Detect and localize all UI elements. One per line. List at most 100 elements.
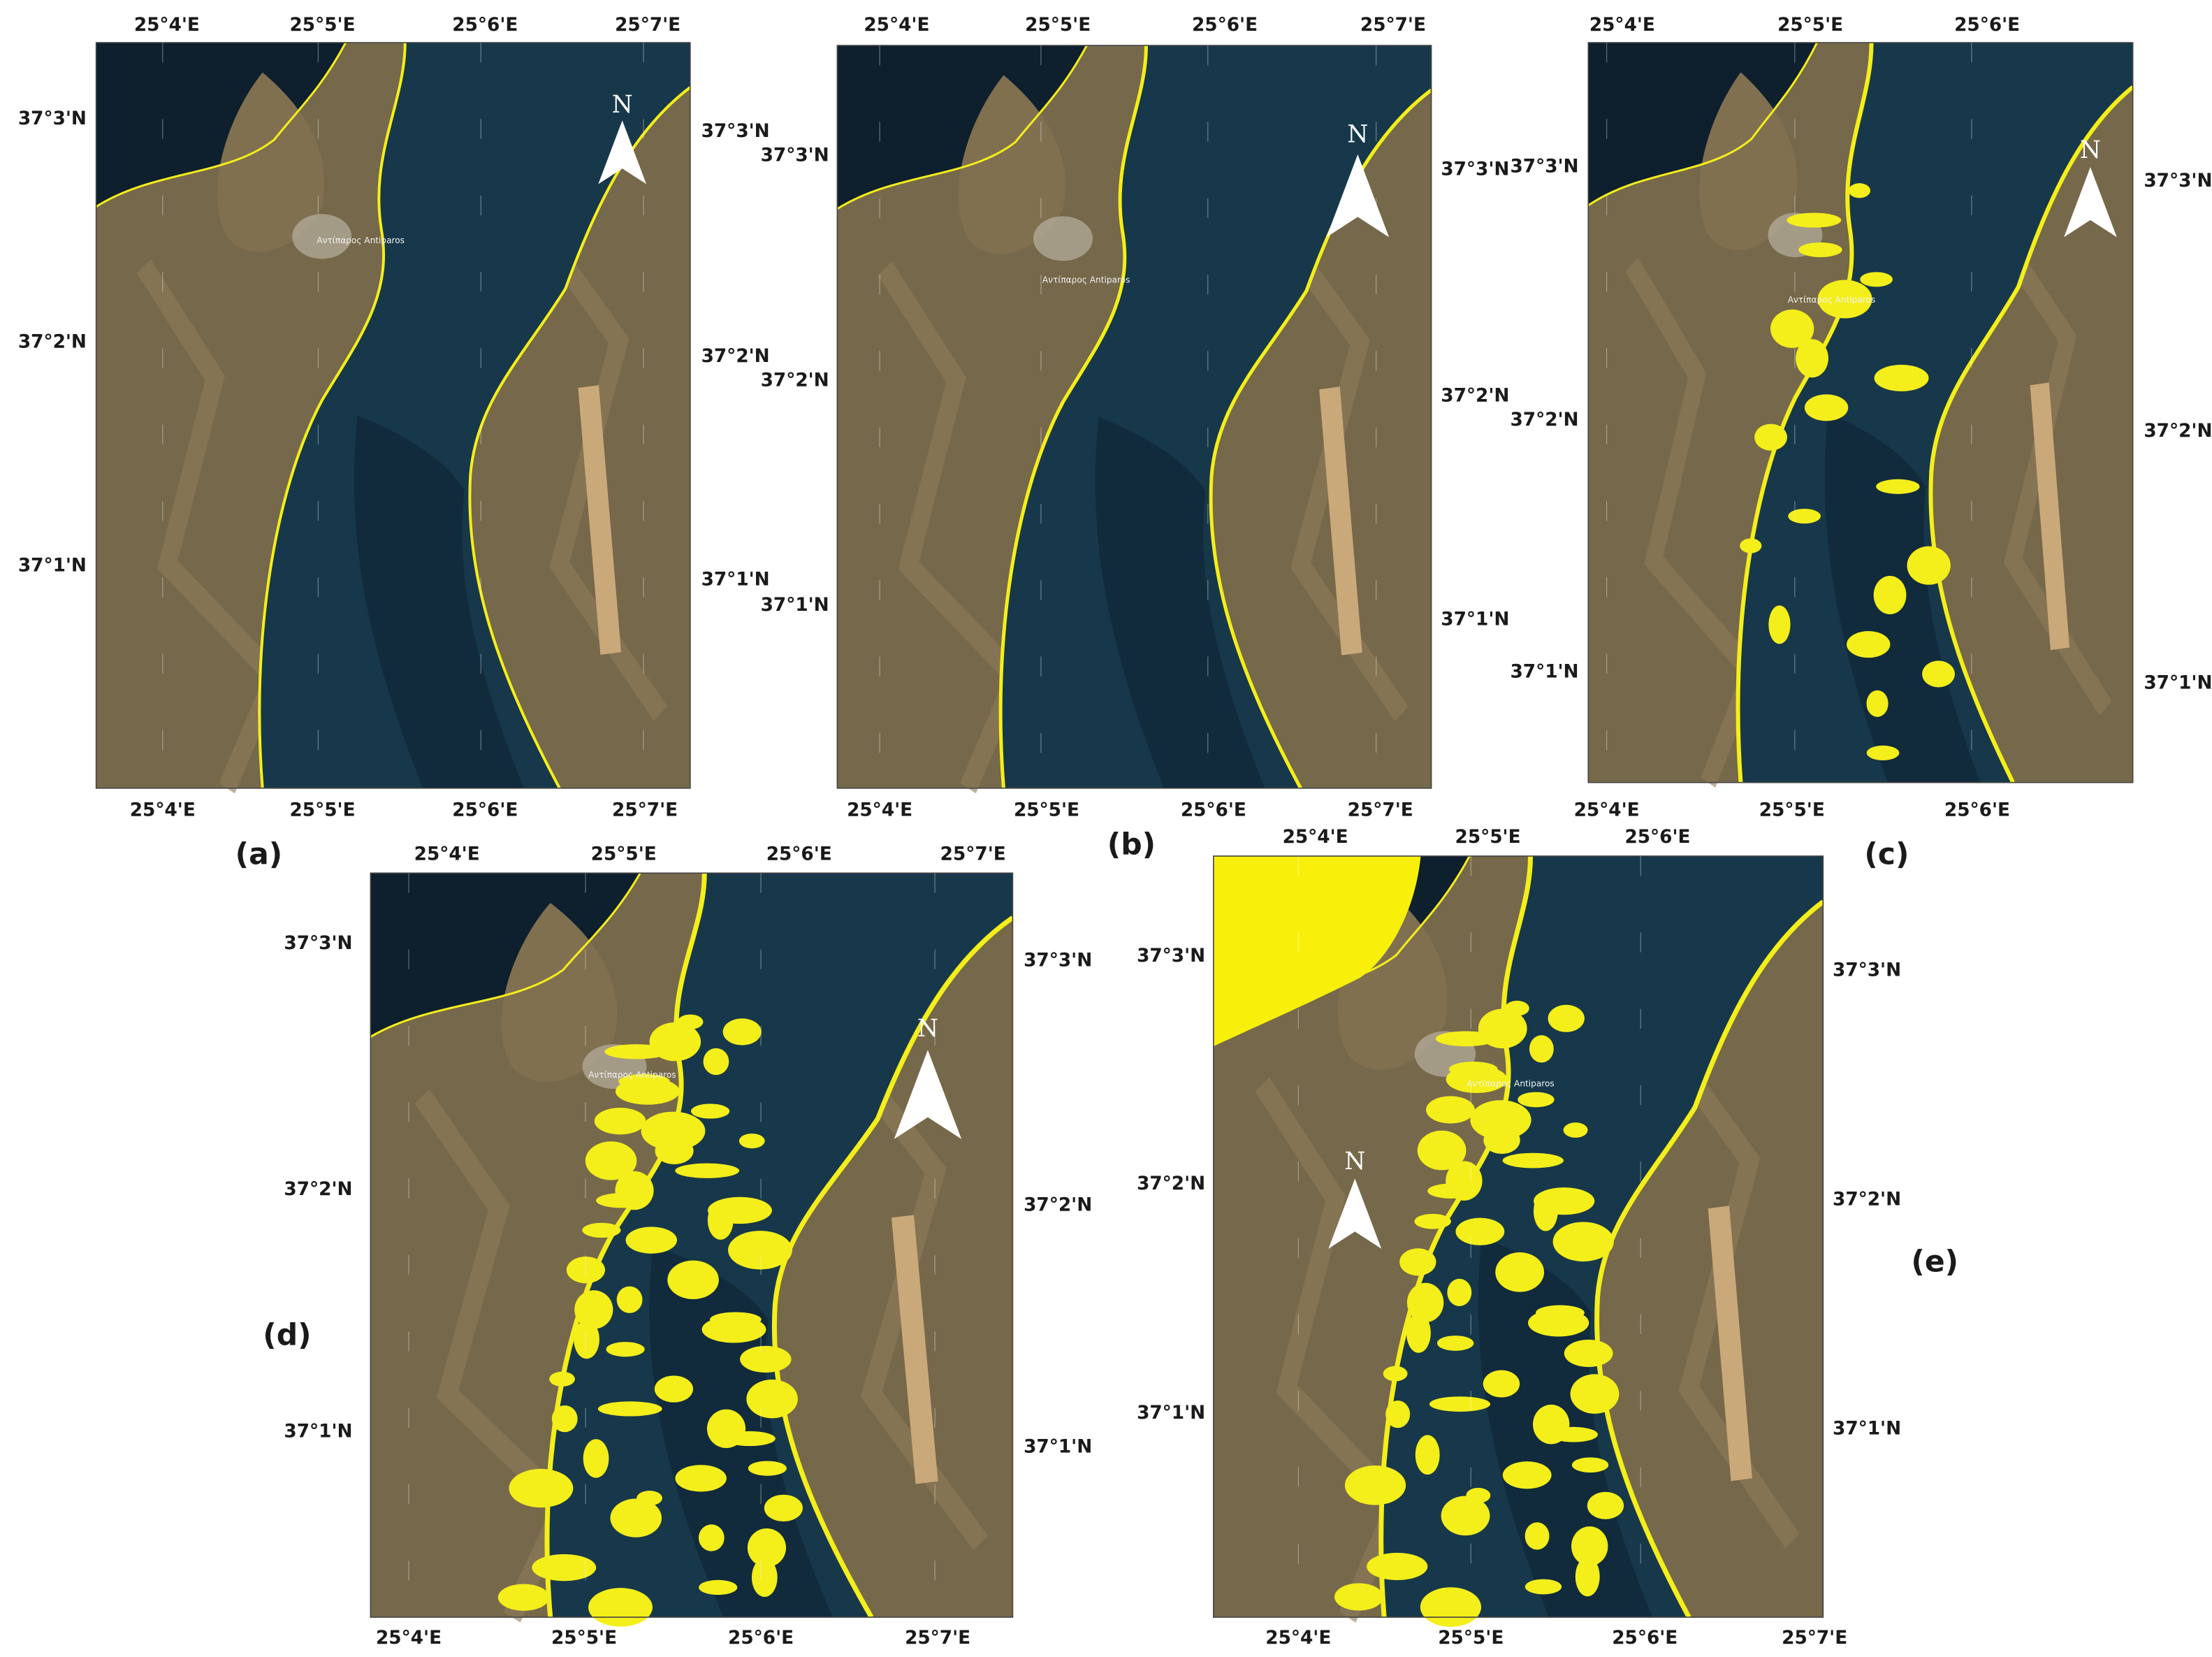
lon-tick-label: 25°4'E (1589, 15, 1655, 36)
north-label: N (917, 1015, 938, 1043)
lon-tick-label: 25°5'E (1759, 800, 1825, 821)
detection-patch (1420, 1587, 1482, 1627)
detection-patch (1552, 1222, 1614, 1262)
detection-patch (1922, 660, 1955, 688)
detection-patch (764, 1494, 803, 1522)
detection-patch (701, 1316, 766, 1343)
detection-patch (1518, 1092, 1555, 1108)
detection-patch (1740, 538, 1762, 553)
lon-tick-label: 25°7'E (1360, 15, 1426, 36)
detection-patch (1533, 1191, 1558, 1231)
detection-patch (1525, 1522, 1550, 1550)
map-image (96, 43, 690, 788)
place-label: Αντίπαρος Antiparos (1467, 1078, 1555, 1088)
lon-tick-label: 25°7'E (1782, 1628, 1847, 1649)
detection-sea (1213, 855, 1421, 1047)
lon-tick-label: 25°4'E (134, 15, 200, 36)
detection-patch (615, 1078, 680, 1105)
lat-tick-label: 37°1'N (1137, 1403, 1205, 1424)
lat-tick-label: 37°3'N (701, 121, 770, 142)
detection-patch (497, 1584, 550, 1611)
detection-patch (1435, 1031, 1497, 1047)
detection-patch (574, 1319, 599, 1359)
lon-tick-label: 25°6'E (728, 1628, 794, 1649)
detection-patch (738, 1133, 765, 1149)
detection-patch (1575, 1556, 1600, 1597)
detection-patch (1446, 1065, 1507, 1094)
lat-tick-label: 37°1'N (18, 555, 87, 576)
detection-coast (837, 45, 1086, 209)
detection-patch (654, 1375, 694, 1403)
detection-patch (532, 1554, 597, 1582)
detection-patch (597, 1401, 662, 1417)
detection-patch (1873, 575, 1907, 615)
lon-tick-label: 25°6'E (1624, 827, 1690, 848)
detection-patch (1502, 1152, 1564, 1168)
detection-patch (1385, 1401, 1411, 1428)
map-panel: Αντίπαρος Antiparos N 25°4'E 25°5'E 25°6'E 25… (761, 15, 1510, 862)
lon-tick-label: 25°6'E (1612, 1628, 1678, 1649)
panel-label: (b) (1107, 827, 1156, 862)
detection-patch (1571, 1457, 1609, 1473)
detection-patch (1770, 309, 1814, 348)
detection-patch (594, 1108, 646, 1135)
place-label: Αντίπαρος Antiparos (316, 236, 405, 245)
detection-patch (1860, 272, 1893, 287)
detection-patch (722, 1018, 762, 1045)
detection-patch (1876, 479, 1920, 494)
lat-tick-label: 37°1'N (284, 1421, 352, 1442)
lat-tick-label: 37°1'N (701, 570, 770, 591)
lon-tick-label: 25°6'E (452, 800, 518, 821)
detection-patch (1866, 690, 1889, 717)
north-label: N (2080, 136, 2101, 164)
detection-patch (1796, 339, 1828, 378)
detection-patch (1334, 1583, 1383, 1611)
lon-tick-label: 25°4'E (1574, 800, 1640, 821)
detection-patch (703, 1048, 729, 1076)
detection-patch (675, 1465, 727, 1492)
detection-patch (691, 1104, 730, 1119)
detection-patch (751, 1558, 778, 1597)
detection-patch (1429, 1396, 1491, 1412)
detection-patch (699, 1579, 738, 1596)
detection-patch (604, 1044, 669, 1059)
lon-tick-label: 25°4'E (376, 1628, 442, 1649)
lat-tick-label: 37°2'N (701, 346, 770, 367)
lon-tick-label: 25°6'E (1954, 15, 2020, 36)
detection-patch (1798, 242, 1842, 258)
detection-patch (1528, 1309, 1589, 1337)
detection-patch (1570, 1374, 1620, 1414)
detection-patch (574, 1290, 613, 1329)
detection-patch (1866, 745, 1900, 760)
detection-patch (1483, 1126, 1520, 1155)
detection-patch (1441, 1496, 1490, 1536)
detection-patch (707, 1201, 734, 1240)
lon-tick-label: 25°6'E (1192, 15, 1258, 36)
map-panel: Αντίπαρος Antiparos N 25°4'E 25°5'E 25°6'E 25… (1137, 827, 1958, 1649)
detection-patch (582, 1222, 621, 1238)
lat-tick-label: 37°1'N (1441, 609, 1509, 630)
north-label: N (1347, 121, 1368, 149)
lat-tick-label: 37°1'N (1024, 1437, 1092, 1458)
lat-tick-label: 37°3'N (1510, 157, 1578, 178)
lon-tick-label: 25°6'E (1944, 800, 2010, 821)
detection-patch (1344, 1465, 1406, 1505)
detection-patch (724, 1431, 776, 1447)
detection-patch (698, 1524, 725, 1551)
detection-patch (1383, 1366, 1408, 1382)
detection-patch (1804, 394, 1849, 421)
lat-tick-label: 37°2'N (1441, 386, 1509, 407)
lon-tick-label: 25°7'E (612, 800, 678, 821)
map-image (1214, 856, 1823, 1627)
lat-tick-label: 37°3'N (1024, 950, 1092, 971)
detection-patch (728, 1231, 792, 1270)
detection-patch (1399, 1248, 1436, 1276)
north-arrow (598, 120, 647, 184)
lon-tick-label: 25°5'E (591, 844, 657, 864)
lon-tick-label: 25°6'E (766, 844, 832, 864)
detection-patch (625, 1227, 678, 1254)
detection-patch (1447, 1278, 1472, 1306)
detection-patch (1571, 1526, 1608, 1566)
map-image (837, 45, 1431, 788)
lat-tick-label: 37°2'N (1833, 1189, 1901, 1210)
